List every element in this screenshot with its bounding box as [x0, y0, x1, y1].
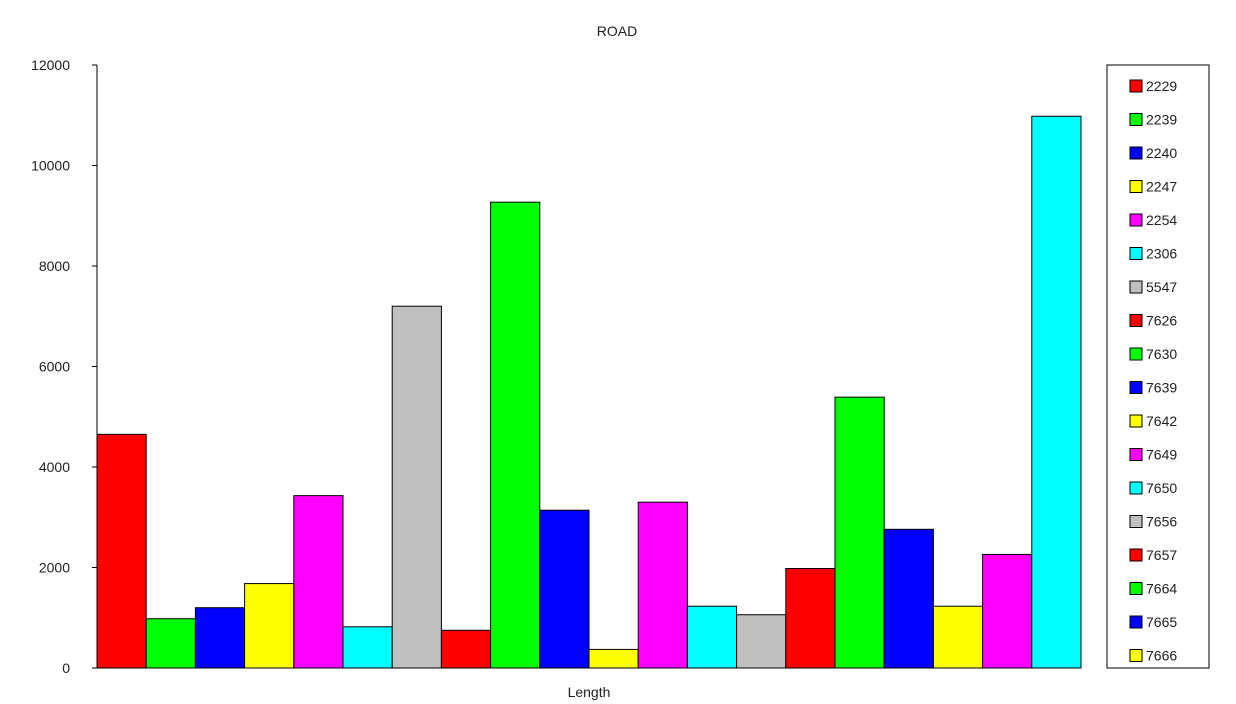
bar [194, 607, 246, 669]
legend-swatch [1129, 414, 1143, 428]
bar [342, 626, 393, 669]
y-tick-label: 0 [62, 660, 70, 676]
legend-swatch [1129, 280, 1143, 294]
y-tick-label: 6000 [39, 359, 70, 375]
legend-label: 7630 [1146, 346, 1177, 362]
legend-swatch [1129, 146, 1143, 160]
bar [588, 648, 639, 669]
legend-label: 7650 [1146, 480, 1177, 496]
bar [834, 396, 885, 669]
bar [293, 495, 344, 669]
legend-label: 7656 [1146, 514, 1177, 530]
legend-label: 7657 [1146, 547, 1177, 563]
legend-label: 2240 [1146, 145, 1177, 161]
legend-swatch [1129, 481, 1143, 495]
bar [932, 605, 984, 669]
legend-swatch [1129, 649, 1143, 662]
legend: 2229 2239 2240 2247 2254 2306 5547 7626 7630 7639… [1106, 64, 1210, 669]
legend-label: 2239 [1146, 112, 1177, 128]
legend-swatch [1129, 314, 1143, 327]
bar [686, 605, 738, 669]
bar [96, 433, 147, 669]
legend-swatch [1129, 615, 1143, 629]
y-axis: 0 2000 4000 6000 8000 10000 12000 [31, 57, 98, 676]
legend-label: 7639 [1146, 380, 1177, 396]
bar [145, 618, 196, 669]
bar [244, 583, 295, 669]
legend-swatch [1129, 113, 1143, 126]
bars [96, 115, 1082, 669]
legend-label: 7626 [1146, 313, 1177, 329]
legend-label: 2254 [1146, 212, 1177, 228]
chart-title: ROAD [597, 23, 637, 39]
legend-label: 5547 [1146, 279, 1177, 295]
legend-label: 7642 [1146, 413, 1177, 429]
legend-swatch [1129, 515, 1143, 528]
bar [440, 629, 492, 669]
legend-label: 2247 [1146, 179, 1177, 195]
legend-swatch [1129, 213, 1143, 227]
legend-swatch [1129, 448, 1143, 461]
bar [490, 201, 541, 669]
legend-label: 7664 [1146, 581, 1177, 597]
bar [1031, 115, 1082, 669]
legend-swatch [1129, 381, 1143, 394]
y-tick-label: 12000 [31, 57, 70, 73]
bar [539, 509, 590, 669]
legend-swatch [1129, 79, 1143, 93]
bar [391, 305, 442, 669]
legend-frame [1106, 64, 1210, 669]
legend-swatch [1129, 347, 1143, 361]
bar [883, 528, 934, 669]
y-tick-label: 4000 [39, 459, 70, 475]
bar [736, 614, 787, 669]
legend-label: 7649 [1146, 447, 1177, 463]
legend-label: 7666 [1146, 648, 1177, 664]
y-tick-label: 10000 [31, 158, 70, 174]
bar [637, 501, 688, 669]
legend-swatch [1129, 247, 1143, 260]
y-tick-label: 2000 [39, 560, 70, 576]
legend-label: 2229 [1146, 78, 1177, 94]
legend-swatch [1129, 548, 1143, 562]
x-axis-title: Length [568, 684, 611, 700]
bar [785, 568, 836, 669]
bar [982, 553, 1033, 669]
legend-swatch [1129, 180, 1143, 193]
legend-swatch [1129, 582, 1143, 595]
y-tick-label: 8000 [39, 258, 70, 274]
legend-label: 7665 [1146, 614, 1177, 630]
legend-label: 2306 [1146, 246, 1177, 262]
